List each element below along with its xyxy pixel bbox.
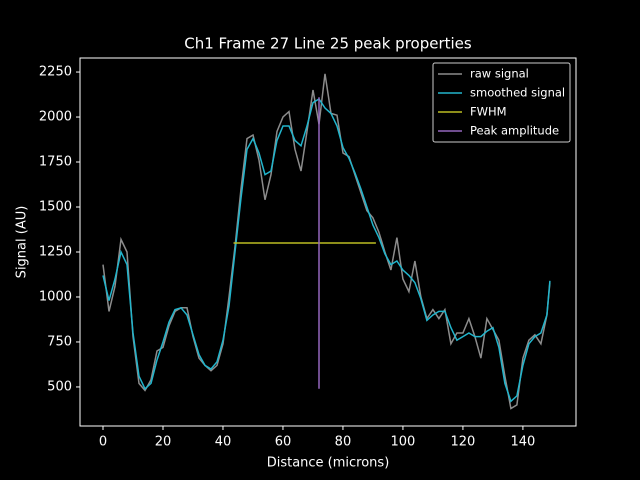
plot-frame [79,57,577,427]
x-tick-label: 20 [155,435,172,450]
legend-label: Peak amplitude [470,124,559,138]
x-tick-label: 100 [391,435,416,450]
y-tick-label: 1750 [39,155,72,170]
y-tick-label: 2000 [39,110,72,125]
y-tick-label: 750 [47,334,72,349]
legend-label: smoothed signal [470,86,565,100]
series-line [102,97,551,403]
x-tick-label: 0 [99,435,107,450]
legend-label: raw signal [470,67,529,81]
chart-title: Ch1 Frame 27 Line 25 peak properties [184,35,472,53]
y-tick-label: 1000 [39,289,72,304]
y-tick-label: 1250 [39,244,72,259]
x-tick-label: 120 [451,435,476,450]
x-tick-label: 140 [510,435,535,450]
x-tick-label: 60 [275,435,292,450]
y-tick-label: 500 [47,379,72,394]
legend: raw signal smoothed signal FWHM Peak amplit… [432,62,571,143]
x-tick-label: 80 [335,435,352,450]
x-tick-label: 40 [215,435,232,450]
y-axis-label: Signal (AU) [15,206,30,279]
legend-label: FWHM [470,105,507,119]
y-tick-label: 2250 [39,65,72,80]
legend-frame [432,62,571,143]
x-axis-label: Distance (microns) [267,456,390,471]
series-line [102,73,551,410]
y-tick-label: 1500 [39,199,72,214]
